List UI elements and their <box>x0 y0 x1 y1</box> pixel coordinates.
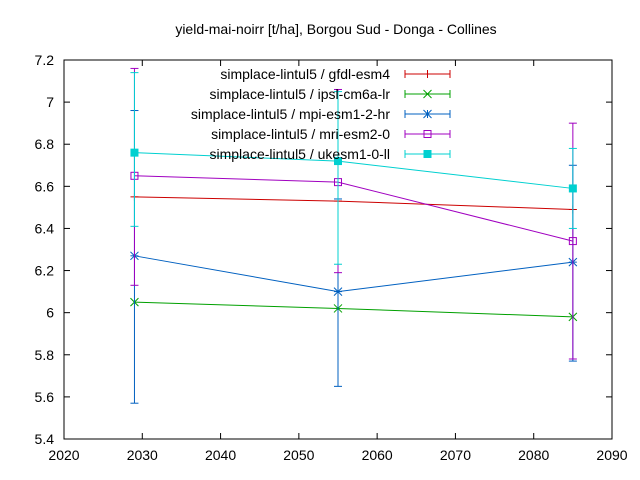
marker-shape <box>423 150 432 158</box>
legend-marker <box>423 150 432 158</box>
axes: 2020 2030 2040 2050 2060 2070 2080 2090 5.4 5.6 5.… <box>35 52 628 463</box>
series-2 <box>130 297 578 322</box>
data-point <box>568 184 577 193</box>
y-tick-label: 6.6 <box>35 178 55 194</box>
legend-label: simplace-lintul5 / ipsl-cm6a-lr <box>210 86 391 102</box>
legend-item-4: simplace-lintul5 / mri-esm2-0 <box>211 126 451 142</box>
x-tick-label: 2020 <box>48 447 79 463</box>
series-line <box>134 196 573 210</box>
legend-item-3: simplace-lintul5 / mpi-esm1-2-hr <box>191 106 451 122</box>
marker-shape <box>423 130 432 138</box>
y-tick-label: 5.4 <box>35 431 55 447</box>
legend: simplace-lintul5 / gfdl-esm4 simplace-lin… <box>191 66 451 162</box>
x-tick-label: 2040 <box>205 447 236 463</box>
y-tick-label: 6.4 <box>35 220 55 236</box>
legend-label: simplace-lintul5 / mpi-esm1-2-hr <box>191 106 391 122</box>
legend-item-5: simplace-lintul5 / ukesm1-0-ll <box>209 146 451 162</box>
x-tick-label: 2050 <box>283 447 314 463</box>
legend-label: simplace-lintul5 / mri-esm2-0 <box>211 126 390 142</box>
legend-label: simplace-lintul5 / ukesm1-0-ll <box>209 146 390 162</box>
marker-shape <box>568 184 577 193</box>
y-tick-label: 5.6 <box>35 389 55 405</box>
y-tick-label: 5.8 <box>35 347 55 363</box>
series-line <box>134 255 573 293</box>
x-tick-label: 2080 <box>518 447 549 463</box>
chart-title: yield-mai-noirr [t/ha], Borgou Sud - Don… <box>175 21 496 37</box>
marker-stroke <box>423 89 432 99</box>
legend-item-2: simplace-lintul5 / ipsl-cm6a-lr <box>210 86 451 102</box>
x-tick-label: 2070 <box>440 447 471 463</box>
y-tick-label: 7 <box>46 94 54 110</box>
y-tick-label: 7.2 <box>35 52 55 68</box>
y-tick-label: 6.8 <box>35 136 55 152</box>
plot-frame <box>63 59 613 440</box>
x-tick-label: 2060 <box>362 447 393 463</box>
marker-shape <box>568 237 577 246</box>
x-tick-label: 2030 <box>127 447 158 463</box>
series-layer <box>130 67 578 404</box>
legend-marker <box>423 109 432 119</box>
marker-shape <box>130 148 139 157</box>
legend-marker <box>423 89 432 99</box>
marker-stroke <box>423 109 432 119</box>
data-point <box>334 157 342 166</box>
legend-label: simplace-lintul5 / gfdl-esm4 <box>220 66 390 82</box>
data-point <box>130 148 139 157</box>
series-1 <box>130 192 577 214</box>
y-tick-label: 6 <box>46 305 54 321</box>
marker-shape <box>334 157 342 166</box>
series-5 <box>130 72 577 265</box>
error-bar <box>334 91 342 265</box>
marker-stroke <box>333 287 343 296</box>
legend-marker <box>423 70 432 78</box>
data-point <box>568 237 577 246</box>
legend-item-1: simplace-lintul5 / gfdl-esm4 <box>220 66 451 82</box>
x-tick-label: 2090 <box>596 447 627 463</box>
legend-marker <box>423 130 432 138</box>
y-tick-label: 6.2 <box>35 263 55 279</box>
series-line <box>134 175 573 242</box>
series-line <box>134 301 573 318</box>
data-point <box>333 287 343 296</box>
